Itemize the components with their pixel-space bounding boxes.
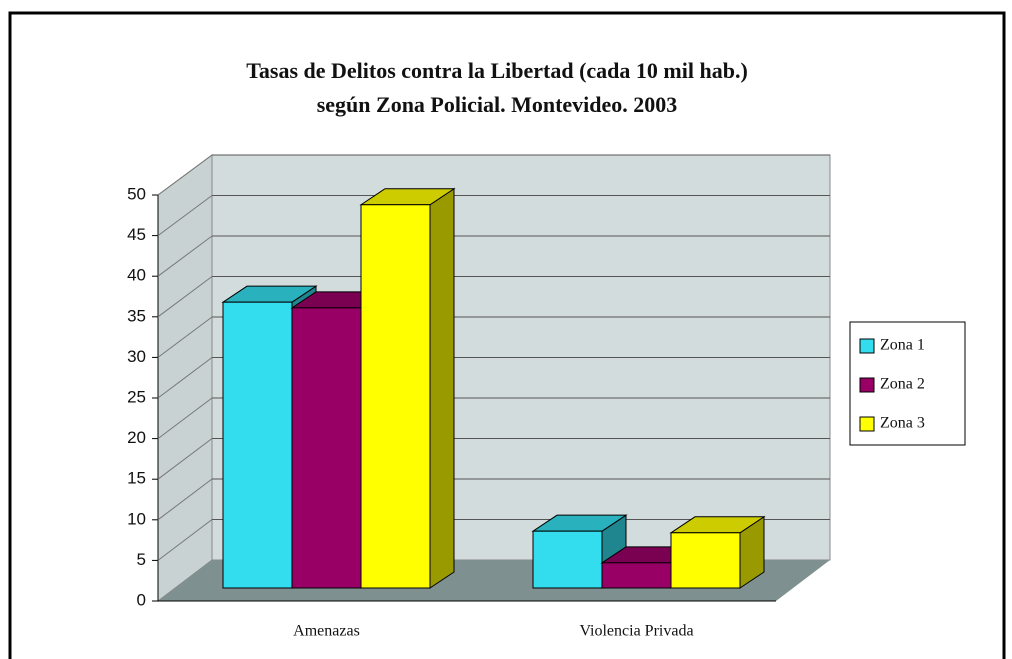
bar: [360, 204, 431, 589]
y-tick-label: 25: [127, 387, 146, 406]
grid-line: [157, 519, 213, 561]
legend-label: Zona 1: [880, 337, 925, 354]
legend-swatch: [859, 416, 875, 432]
grid-line: [157, 276, 213, 318]
y-tick-label: 20: [127, 428, 146, 447]
grid-line: [157, 235, 213, 277]
x-tick-label: Amenazas: [293, 623, 360, 640]
y-tick-label: 50: [127, 184, 146, 203]
grid-line: [157, 154, 213, 196]
legend-swatch: [859, 377, 875, 393]
y-tick-label: 45: [127, 225, 146, 244]
y-tick-label: 35: [127, 306, 146, 325]
y-tick-label: 30: [127, 347, 146, 366]
grid-line: [157, 357, 213, 399]
grid-line: [157, 478, 213, 521]
bar: [601, 562, 672, 589]
legend-swatch: [859, 338, 875, 354]
y-tick-label: 0: [137, 590, 146, 609]
legend-label: Zona 3: [880, 415, 925, 432]
grid-line: [157, 195, 213, 237]
frame: [8, 11, 1006, 659]
grid-line: [157, 316, 213, 358]
y-tick-label: 15: [127, 469, 146, 488]
chart-subtitle: según Zona Policial. Montevideo. 2003: [317, 92, 678, 117]
chart-title: Tasas de Delitos contra la Libertad (cad…: [246, 58, 748, 83]
bar: [291, 307, 362, 589]
bar-side: [429, 187, 455, 589]
y-tick-label: 40: [127, 266, 146, 285]
legend-label: Zona 2: [880, 376, 925, 393]
bar: [222, 301, 293, 589]
x-tick-label: Violencia Privada: [579, 623, 693, 640]
grid-line: [157, 438, 213, 480]
bar: [670, 532, 741, 589]
grid-line: [157, 397, 213, 439]
y-tick-label: 5: [137, 550, 146, 569]
y-tick-label: 10: [127, 509, 146, 528]
bar: [532, 530, 603, 589]
